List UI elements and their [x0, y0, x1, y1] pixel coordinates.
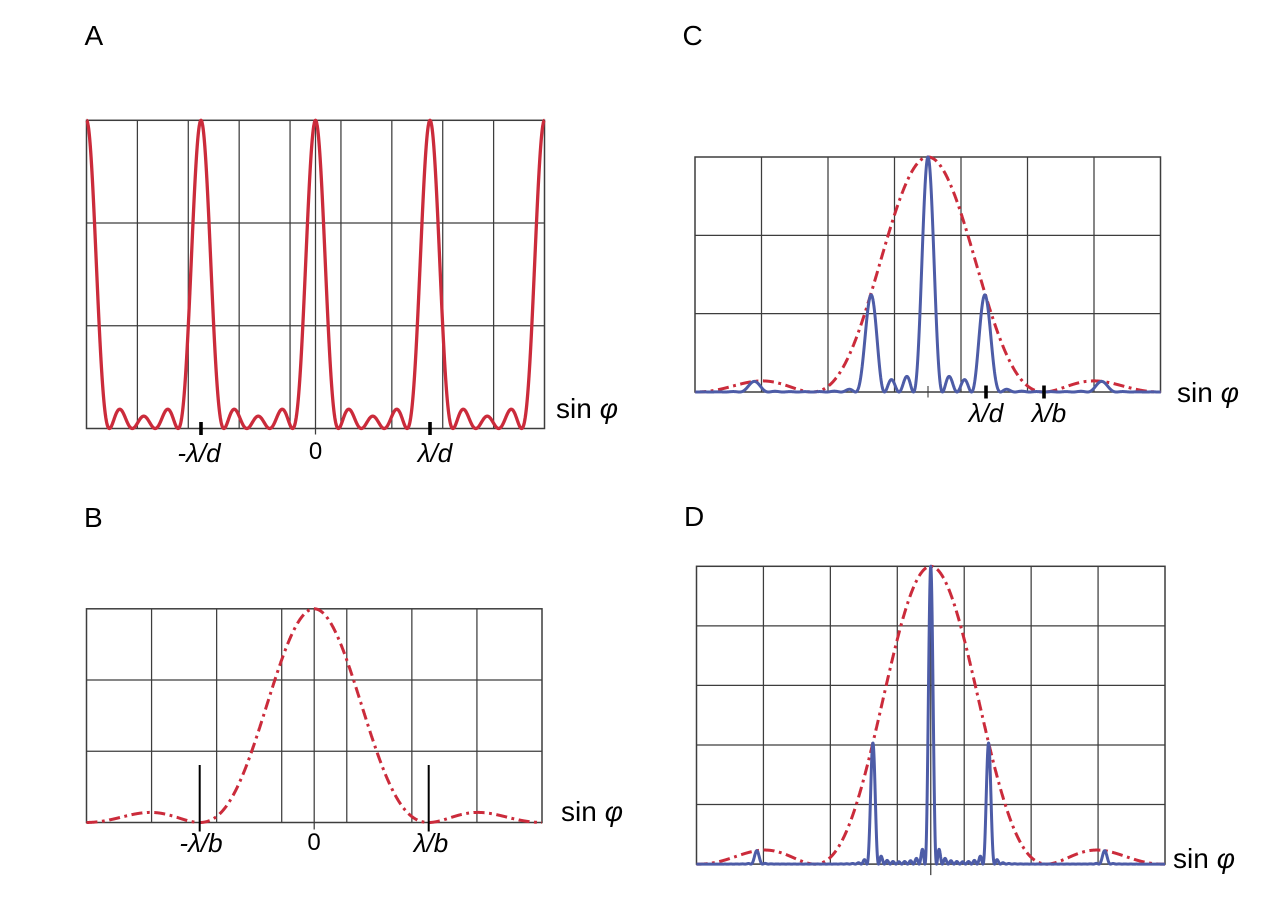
panel-A-curve-solid — [84, 118, 547, 431]
panel-B-tick-label-zero: 0 — [307, 829, 320, 856]
panel-A-label: A — [85, 20, 104, 51]
panel-B-tick-label-neg-lambda-b: -λ/b — [179, 828, 222, 858]
panel-C-x-axis-label: sin φ — [1177, 377, 1239, 408]
panel-A-x-axis-label: sin φ — [556, 393, 618, 424]
panel-A-tick-label-lambda-d: λ/d — [416, 438, 454, 468]
panel-C-curve-solid — [693, 155, 1163, 394]
panel-D-x-axis-label: sin φ — [1173, 843, 1235, 874]
panel-B-tick-label-lambda-b: λ/b — [412, 828, 448, 858]
panel-B-label: B — [84, 502, 103, 533]
panel-C-tick-label-lambda-d: λ/d — [967, 398, 1005, 428]
panel-B-plot — [85, 607, 544, 832]
panel-B-curve-dash-dot — [85, 607, 544, 824]
panel-C-tick-label-lambda-b: λ/b — [1030, 398, 1066, 428]
panel-C-plot — [693, 155, 1163, 399]
panel-B-x-axis-label: sin φ — [561, 796, 623, 827]
panel-A-tick-label-neg-lambda-d: -λ/d — [177, 438, 222, 468]
panel-D-label: D — [684, 501, 705, 532]
panel-D-curve-solid — [695, 564, 1167, 866]
panel-C-label: C — [683, 20, 704, 51]
panel-A-plot — [84, 118, 547, 435]
panel-A-tick-label-zero: 0 — [309, 438, 322, 465]
panel-C-grid — [695, 157, 1161, 392]
panel-C-frame — [694, 156, 1162, 393]
panel-D-plot — [695, 564, 1167, 876]
panel-C-curve-dash-dot — [693, 155, 1163, 394]
